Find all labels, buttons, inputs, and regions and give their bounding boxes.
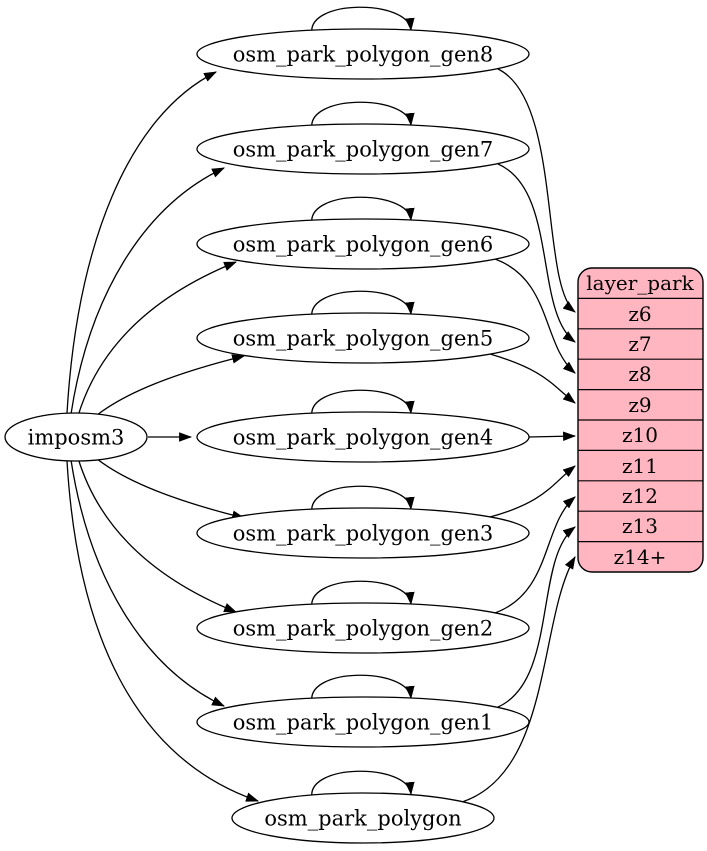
- node-osm_park_polygon_gen3: osm_park_polygon_gen3: [196, 507, 530, 559]
- edges-to-layer-rows: [461, 68, 577, 803]
- gen4-label: osm_park_polygon_gen4: [233, 425, 494, 449]
- edge-osm_park_polygon_gen4-z10: [528, 431, 577, 442]
- node-layer_park: layer_park z6 z7 z8 z9 z10 z11 z12 z13 z…: [577, 267, 704, 573]
- layer-park-title: layer_park: [586, 271, 694, 295]
- edge-osm_park_polygon_gen1-z13: [497, 526, 576, 708]
- selfloop-osm_park_polygon: [311, 770, 415, 799]
- row-z12: z12: [622, 484, 658, 508]
- selfloop-osm_park_polygon_gen1: [311, 674, 415, 703]
- gen4-ellipse: [196, 411, 530, 463]
- selfloop-osm_park_polygon_gen2: [311, 580, 415, 609]
- node-osm_park_polygon_gen7: osm_park_polygon_gen7: [196, 123, 530, 175]
- edge-imposm3-osm_park_polygon_gen2: [77, 457, 238, 613]
- gen1-ellipse: [196, 696, 530, 748]
- edge-osm_park_polygon_gen8-z6: [497, 68, 576, 313]
- gen1-label: osm_park_polygon_gen1: [233, 710, 494, 734]
- polygon-ellipse: [231, 792, 495, 844]
- selfloop-osm_park_polygon_gen5: [311, 290, 415, 319]
- edge-imposm3-osm_park_polygon: [66, 460, 260, 802]
- edge-imposm3-osm_park_polygon_gen6: [77, 261, 238, 417]
- selfloop-osm_park_polygon_gen7: [311, 101, 415, 130]
- gen7-label: osm_park_polygon_gen7: [233, 137, 494, 161]
- gen8-label: osm_park_polygon_gen8: [233, 42, 494, 66]
- gen6-label: osm_park_polygon_gen6: [233, 232, 494, 256]
- row-z9: z9: [628, 393, 651, 417]
- edge-osm_park_polygon-z14plus: [461, 556, 576, 803]
- selfloop-osm_park_polygon_gen8: [311, 6, 415, 35]
- edge-osm_park_polygon_gen2-z12: [494, 496, 576, 614]
- gen2-label: osm_park_polygon_gen2: [233, 616, 494, 640]
- layer-park-dividers: [578, 297, 703, 543]
- row-z7: z7: [628, 332, 651, 356]
- node-osm_park_polygon_gen4: osm_park_polygon_gen4: [196, 411, 530, 463]
- gen5-ellipse: [196, 312, 530, 364]
- edge-osm_park_polygon_gen3-z11: [489, 465, 576, 518]
- node-imposm3: imposm3: [4, 412, 148, 462]
- edge-imposm3-osm_park_polygon_gen3: [90, 453, 246, 520]
- edge-imposm3-osm_park_polygon_gen7: [70, 167, 225, 415]
- edge-osm_park_polygon_gen6-z8: [494, 258, 576, 374]
- gen3-label: osm_park_polygon_gen3: [233, 521, 494, 545]
- edge-imposm3-osm_park_polygon_gen8: [66, 71, 217, 414]
- row-z6: z6: [628, 302, 651, 326]
- selfloop-osm_park_polygon_gen6: [311, 196, 415, 225]
- row-z13: z13: [622, 514, 658, 538]
- edges-from-generator: [66, 71, 260, 802]
- node-osm_park_polygon_gen5: osm_park_polygon_gen5: [196, 312, 530, 364]
- self-loops: [311, 6, 415, 799]
- row-z8: z8: [628, 362, 651, 386]
- node-osm_park_polygon: osm_park_polygon: [231, 792, 495, 844]
- gen8-ellipse: [196, 28, 530, 80]
- node-osm_park_polygon_gen8: osm_park_polygon_gen8: [196, 28, 530, 80]
- gen6-ellipse: [196, 218, 530, 270]
- edge-osm_park_polygon_gen5-z9: [489, 353, 576, 404]
- node-osm_park_polygon_gen2: osm_park_polygon_gen2: [196, 602, 530, 654]
- row-z11: z11: [622, 454, 658, 478]
- node-osm_park_polygon_gen1: osm_park_polygon_gen1: [196, 696, 530, 748]
- edge-osm_park_polygon_gen7-z7: [497, 163, 576, 343]
- polygon-label: osm_park_polygon: [264, 806, 461, 830]
- node-osm_park_polygon_gen6: osm_park_polygon_gen6: [196, 218, 530, 270]
- row-z10: z10: [622, 423, 658, 447]
- row-z14plus: z14+: [614, 545, 667, 569]
- gen3-ellipse: [196, 507, 530, 559]
- gen2-ellipse: [196, 602, 530, 654]
- selfloop-osm_park_polygon_gen3: [311, 485, 415, 514]
- selfloop-osm_park_polygon_gen4: [311, 389, 415, 418]
- edge-imposm3-osm_park_polygon_gen5: [90, 354, 246, 421]
- imposm3-label: imposm3: [28, 425, 125, 449]
- imposm3-ellipse: [4, 412, 148, 462]
- gen5-label: osm_park_polygon_gen5: [233, 326, 494, 350]
- edge-imposm3-osm_park_polygon_gen1: [70, 459, 225, 707]
- gen7-ellipse: [196, 123, 530, 175]
